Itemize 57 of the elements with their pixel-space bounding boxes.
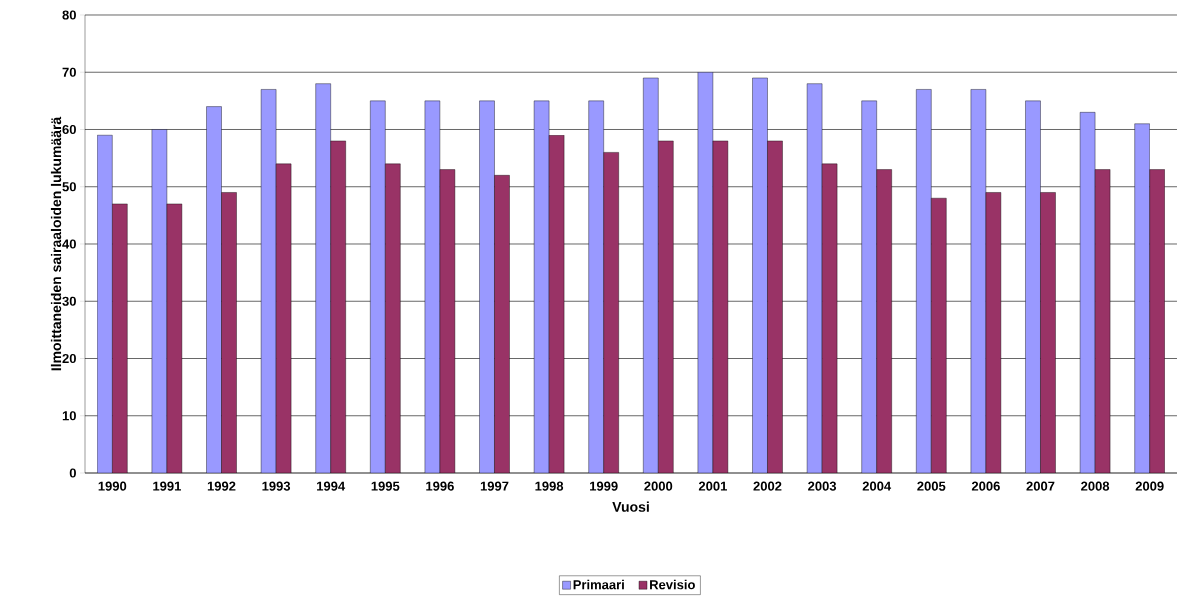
bar bbox=[876, 169, 892, 473]
bar bbox=[588, 100, 604, 473]
x-tick-label: 2007 bbox=[1026, 481, 1055, 491]
bar bbox=[370, 100, 386, 473]
y-tick-label: 20 bbox=[62, 353, 76, 364]
bar bbox=[97, 135, 113, 473]
x-tick-label: 1993 bbox=[262, 481, 291, 491]
x-tick-label: 2009 bbox=[1135, 481, 1164, 491]
bar bbox=[861, 100, 877, 473]
y-tick-label: 10 bbox=[62, 411, 76, 421]
bar bbox=[1025, 100, 1041, 473]
bar bbox=[479, 100, 495, 473]
x-tick-label: 2008 bbox=[1081, 481, 1110, 491]
x-tick-label: 2004 bbox=[862, 481, 892, 491]
bar bbox=[221, 192, 237, 473]
x-axis-title: Vuosi bbox=[612, 501, 649, 512]
x-tick-label: 1992 bbox=[207, 481, 236, 491]
y-axis-title: Ilmoittaneiden sairaaloiden lukumäärä bbox=[50, 116, 62, 371]
bar bbox=[494, 175, 510, 473]
y-tick-label: 70 bbox=[62, 67, 76, 77]
y-tick-label: 60 bbox=[62, 124, 76, 135]
y-tick-label: 80 bbox=[62, 10, 76, 20]
y-tick-label: 40 bbox=[62, 239, 76, 249]
bar bbox=[1134, 123, 1150, 473]
y-tick-label: 0 bbox=[69, 468, 76, 478]
x-tick-label: 2006 bbox=[971, 481, 1000, 491]
bar bbox=[112, 203, 128, 473]
bar bbox=[931, 198, 947, 473]
bar bbox=[206, 106, 222, 473]
bar bbox=[315, 83, 331, 473]
x-tick-label: 1990 bbox=[98, 481, 127, 491]
bar bbox=[658, 140, 674, 473]
bar bbox=[603, 152, 619, 473]
bar bbox=[752, 77, 768, 473]
bar bbox=[643, 77, 659, 473]
x-tick-label: 2005 bbox=[917, 481, 946, 491]
x-tick-label: 2002 bbox=[753, 481, 782, 491]
bar bbox=[1149, 169, 1165, 473]
x-tick-label: 1996 bbox=[426, 481, 454, 491]
bar bbox=[767, 140, 783, 473]
bar bbox=[1040, 192, 1056, 473]
y-tick-label: 30 bbox=[62, 296, 76, 306]
legend-label: Revisio bbox=[650, 579, 695, 590]
x-tick-label: 1998 bbox=[535, 481, 564, 491]
legend-label: Primaari bbox=[573, 579, 624, 590]
x-tick-label: 1991 bbox=[153, 481, 181, 491]
bar bbox=[916, 89, 932, 473]
bar bbox=[330, 140, 346, 473]
x-tick-label: 1995 bbox=[371, 481, 400, 491]
x-tick-label: 2000 bbox=[644, 481, 673, 491]
x-tick-label: 1994 bbox=[317, 481, 346, 491]
x-tick-label: 1999 bbox=[590, 481, 618, 491]
bar bbox=[385, 163, 401, 473]
x-tick-label: 2001 bbox=[698, 481, 727, 491]
x-tick-label: 2003 bbox=[808, 481, 837, 491]
y-tick-label: 50 bbox=[62, 182, 76, 192]
x-tick-label: 1997 bbox=[480, 481, 509, 491]
